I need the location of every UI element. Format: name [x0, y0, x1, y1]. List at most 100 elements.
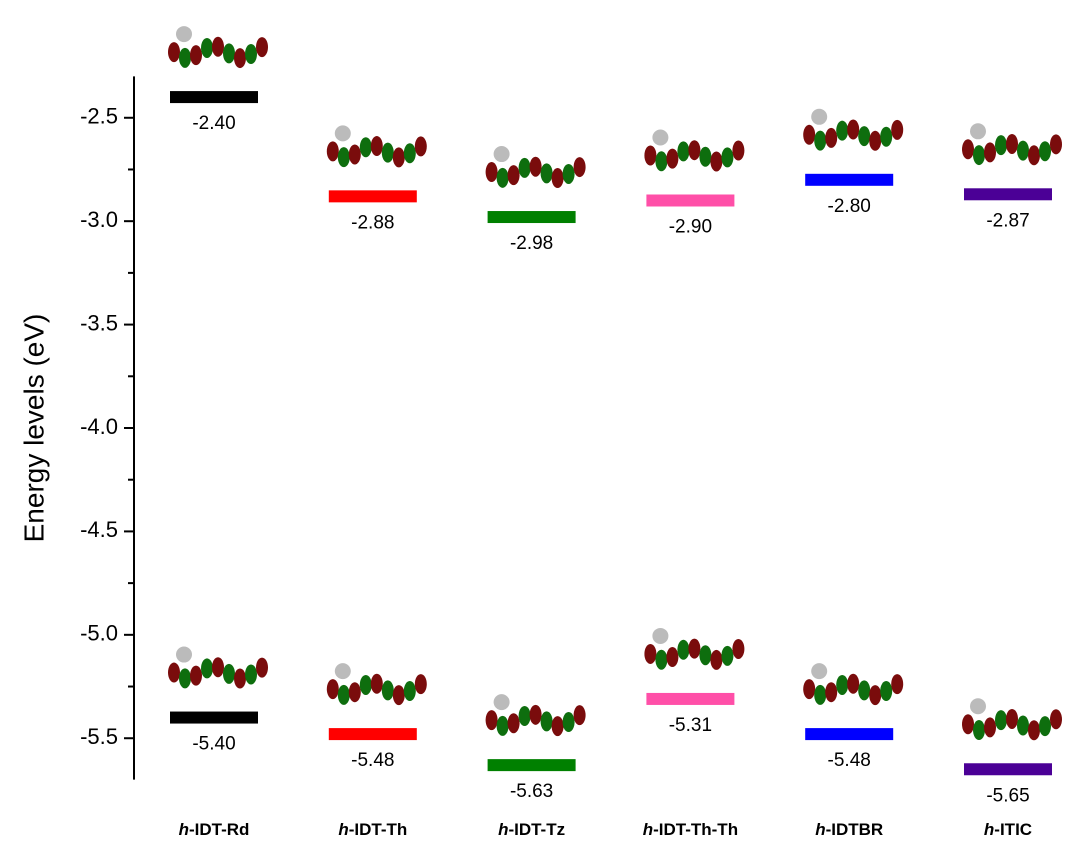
orbital-lobe — [984, 142, 996, 163]
orbital-lobe — [721, 147, 734, 168]
orbital-illustration — [485, 694, 586, 737]
value-label: -2.80 — [828, 196, 871, 217]
orbital-lobe — [891, 119, 904, 140]
orbital-lobe — [858, 680, 871, 701]
orbital-lobe — [529, 156, 542, 177]
orbital-lobe — [814, 130, 827, 151]
orbital-lobe — [710, 649, 723, 670]
orbital-lobe — [858, 126, 871, 147]
category-label: h-IDT-Tz — [498, 820, 565, 839]
value-label: -5.48 — [351, 750, 394, 771]
energy-level-bar — [964, 763, 1052, 776]
value-label: -5.65 — [986, 785, 1029, 806]
value-label: -2.87 — [986, 210, 1029, 231]
atom-cluster — [970, 698, 986, 715]
energy-level-bar — [487, 759, 576, 772]
orbital-lobe — [551, 716, 564, 737]
orbital-lobe — [326, 141, 339, 162]
y-tick-label: -3.5 — [80, 310, 118, 335]
atom-cluster — [176, 646, 192, 663]
orbital-lobe — [562, 163, 575, 184]
orbital-lobe — [223, 43, 235, 64]
orbital-lobe — [1006, 708, 1018, 729]
orbital-lobe — [1050, 134, 1062, 155]
orbital-lobe — [825, 682, 838, 703]
energy-level-bar — [646, 194, 735, 207]
energy-level-bar — [805, 173, 894, 186]
orbital-illustration — [803, 663, 904, 706]
orbital-illustration — [644, 129, 745, 172]
orbital-lobe — [201, 658, 213, 679]
orbital-lobe — [507, 165, 520, 186]
orbital-lobe — [699, 645, 712, 666]
orbital-lobe — [392, 685, 405, 706]
energy-level-bar — [964, 188, 1052, 201]
orbital-lobe — [529, 704, 542, 725]
orbital-lobe — [847, 119, 860, 140]
category-label: h-IDTBR — [815, 820, 883, 839]
atom-cluster — [811, 108, 828, 125]
orbital-lobe — [212, 36, 224, 57]
orbital-lobe — [359, 137, 372, 158]
orbital-lobe — [644, 643, 657, 664]
orbital-lobe — [370, 136, 383, 157]
orbital-illustration — [803, 108, 904, 151]
orbital-lobe — [381, 680, 394, 701]
orbital-lobe — [348, 144, 361, 165]
orbital-lobe — [655, 649, 668, 670]
orbital-lobe — [485, 710, 498, 731]
orbital-lobe — [677, 141, 690, 162]
value-label: -5.63 — [510, 781, 553, 802]
orbital-lobe — [348, 682, 361, 703]
orbital-lobe — [337, 684, 350, 705]
orbital-lobe — [234, 668, 246, 689]
orbital-lobe — [962, 139, 974, 160]
orbital-lobe — [1017, 715, 1029, 736]
orbital-lobe — [212, 657, 224, 678]
orbital-lobe — [995, 135, 1007, 156]
orbital-lobe — [1017, 140, 1029, 161]
orbital-lobe — [190, 665, 202, 686]
orbital-lobe — [973, 720, 985, 741]
atom-cluster — [811, 663, 828, 680]
orbital-lobe — [847, 673, 860, 694]
orbital-lobe — [666, 148, 679, 169]
orbital-lobe — [168, 42, 180, 63]
orbital-lobe — [688, 638, 701, 659]
y-tick-label: -4.0 — [80, 414, 118, 439]
orbital-lobe — [370, 673, 383, 694]
category-label: h-IDT-Rd — [179, 820, 250, 839]
orbital-lobe — [721, 645, 734, 666]
orbital-lobe — [880, 126, 893, 147]
orbital-lobe — [803, 679, 816, 700]
orbital-lobe — [518, 705, 531, 726]
orbital-lobe — [1028, 720, 1040, 741]
orbital-lobe — [403, 681, 416, 702]
category-label: h-ITIC — [984, 820, 1032, 839]
orbital-lobe — [573, 157, 586, 178]
atom-cluster — [970, 123, 986, 140]
value-label: -2.98 — [510, 233, 553, 254]
orbital-lobe — [256, 657, 268, 678]
orbital-lobe — [403, 143, 416, 164]
orbital-illustration — [644, 627, 745, 670]
atom-cluster — [176, 26, 192, 43]
orbital-lobe — [825, 127, 838, 148]
atom-cluster — [652, 129, 669, 146]
orbital-lobe — [836, 674, 849, 695]
orbital-lobe — [732, 140, 745, 161]
value-label: -5.40 — [192, 734, 235, 755]
orbital-lobe — [245, 43, 257, 64]
orbital-lobe — [392, 147, 405, 168]
orbital-lobe — [179, 668, 191, 689]
orbital-lobe — [245, 664, 257, 685]
y-tick-label: -4.5 — [80, 517, 118, 542]
value-label: -5.48 — [828, 750, 871, 771]
energy-level-bar — [328, 190, 417, 203]
orbital-lobe — [984, 717, 996, 738]
orbital-lobe — [573, 705, 586, 726]
orbital-lobe — [179, 47, 191, 68]
orbital-lobe — [962, 714, 974, 735]
value-label: -2.90 — [669, 217, 712, 238]
orbital-lobe — [518, 157, 531, 178]
